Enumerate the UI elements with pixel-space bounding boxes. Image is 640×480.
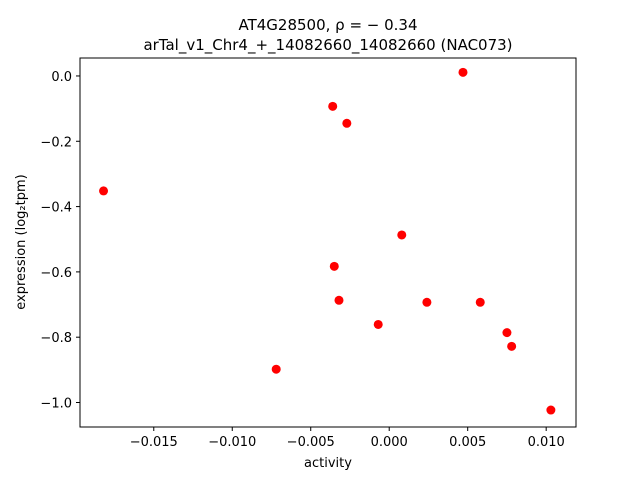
x-tick-label: −0.005 [287,435,335,450]
y-tick-label: 0.0 [51,70,72,85]
scatter-point [397,230,407,240]
plot-area: −0.015 −0.010 −0.005 0.000 0.005 0.010 0.0 −0.2… [40,67,565,450]
x-tick-label: 0.010 [528,435,565,450]
x-tick-label: −0.015 [130,435,178,450]
x-tick-label: 0.000 [371,435,408,450]
x-axis-label: activity [304,456,352,471]
scatter-point [271,364,281,374]
scatter-point [507,341,517,351]
scatter-point [475,297,485,307]
scatter-point [334,295,344,305]
chart-title-line-2: arTal_v1_Chr4_+_14082660_14082660 (NAC07… [143,36,512,55]
scatter-point [502,328,512,338]
x-tick-label: 0.005 [449,435,486,450]
y-tick-label: −0.2 [40,135,72,150]
scatter-point [458,67,468,77]
x-tick-label: −0.010 [208,435,256,450]
scatter-point [422,297,432,307]
scatter-point [373,319,383,329]
scatter-point [342,118,352,128]
y-axis-label: expression (log₂tpm) [14,174,29,309]
scatter-point [99,186,109,196]
y-tick-label: −1.0 [40,397,72,412]
axes-frame [79,57,577,428]
y-tick-label: −0.6 [40,266,72,281]
y-tick-label: −0.8 [40,331,72,346]
y-tick-label: −0.4 [40,201,72,216]
scatter-point [329,261,339,271]
scatter-point [328,101,338,111]
scatter-point [546,405,556,415]
chart-title-line-1: AT4G28500, ρ = − 0.34 [238,16,417,34]
